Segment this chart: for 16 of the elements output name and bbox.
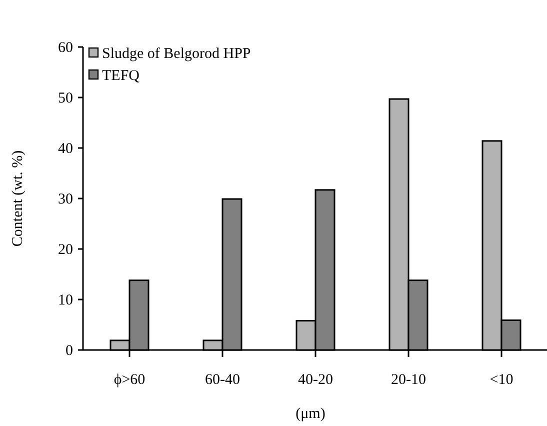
- x-axis-title: (μm): [296, 406, 326, 422]
- y-tick-label: 10: [58, 292, 73, 308]
- x-tick-label: ϕ>60: [114, 372, 146, 388]
- x-tick-label: <10: [490, 372, 514, 388]
- y-tick-label: 50: [58, 90, 73, 106]
- y-axis-title: Content (wt. %): [10, 150, 26, 247]
- legend-label: Sludge of Belgorod HPP: [102, 46, 251, 62]
- x-tick-label: 60-40: [205, 372, 240, 388]
- y-tick-label: 30: [58, 191, 73, 208]
- y-tick-label: 20: [58, 242, 73, 258]
- y-tick-label: 60: [58, 40, 73, 56]
- legend-label: TEFQ: [102, 68, 140, 84]
- x-tick-label: 20-10: [391, 372, 426, 388]
- y-tick-label: 0: [66, 342, 73, 359]
- x-tick-label: 40-20: [298, 372, 333, 388]
- y-tick-label: 40: [58, 140, 73, 157]
